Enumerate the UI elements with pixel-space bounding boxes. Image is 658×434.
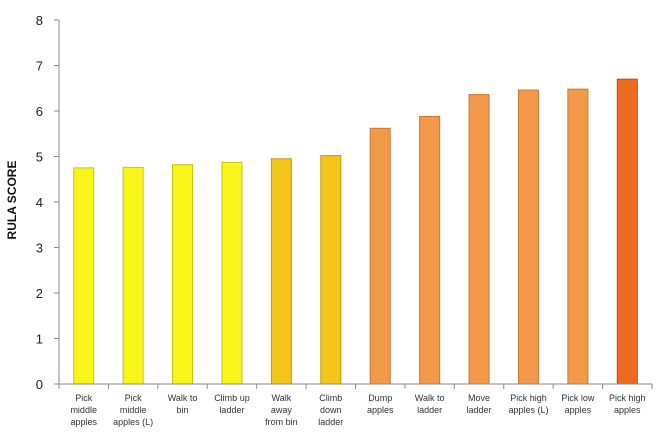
x-tick-label-line: from bin bbox=[265, 417, 298, 427]
x-tick-label-line: middle bbox=[120, 405, 147, 415]
bar bbox=[122, 166, 144, 385]
x-tick-label-line: middle bbox=[70, 405, 97, 415]
x-tick-label: Walk to ladder bbox=[415, 393, 445, 415]
x-tick-label-line: Pick low bbox=[561, 393, 595, 403]
x-tick-label-line: Walk bbox=[272, 393, 292, 403]
x-tick-label-line: apples bbox=[565, 405, 592, 415]
x-tick-label: Walk to bin bbox=[168, 393, 198, 415]
bar bbox=[567, 88, 589, 385]
y-tick-label: 5 bbox=[36, 150, 43, 165]
bar bbox=[270, 158, 292, 385]
y-tick-label: 8 bbox=[36, 13, 43, 28]
x-tick-label-line: ladder bbox=[318, 417, 343, 427]
x-tick-label-line: apples (L) bbox=[508, 405, 548, 415]
x-tick-label-line: ladder bbox=[219, 405, 244, 415]
x-tick-label-line: away bbox=[271, 405, 293, 415]
y-tick-label: 4 bbox=[36, 195, 43, 210]
x-tick-label-line: Pick high bbox=[510, 393, 547, 403]
bars bbox=[73, 78, 638, 385]
x-tick-label-line: apples bbox=[70, 417, 97, 427]
bar bbox=[172, 164, 194, 385]
y-tick-label: 3 bbox=[36, 241, 43, 256]
x-tick-label-line: Walk to bbox=[168, 393, 198, 403]
bar bbox=[468, 94, 490, 385]
y-tick-label: 0 bbox=[36, 377, 43, 392]
x-axis: Pick middle apples Pick middle apples (L) Walk… bbox=[58, 383, 653, 427]
x-tick-label-line: ladder bbox=[417, 405, 442, 415]
bar bbox=[419, 115, 441, 385]
x-tick-label: Pick high apples bbox=[609, 393, 646, 415]
bar bbox=[517, 89, 539, 385]
y-tick-label: 7 bbox=[36, 59, 43, 74]
x-tick-label-line: down bbox=[320, 405, 342, 415]
y-axis: 0 1 2 3 4 5 6 7 8 bbox=[36, 13, 60, 392]
x-tick-label: Pick middle apples (L) bbox=[113, 393, 153, 427]
y-tick-label: 2 bbox=[36, 286, 43, 301]
x-tick-label-line: Walk to bbox=[415, 393, 445, 403]
x-tick-label-line: Pick high bbox=[609, 393, 646, 403]
x-tick-label: Pick middle apples bbox=[70, 393, 97, 427]
x-tick-label: Pick low apples bbox=[561, 393, 595, 415]
bar bbox=[221, 161, 243, 385]
x-tick-label-line: Climb up bbox=[214, 393, 250, 403]
x-tick-label: Climb down ladder bbox=[318, 393, 343, 427]
x-tick-label-line: apples (L) bbox=[113, 417, 153, 427]
x-tick-label-line: apples bbox=[367, 405, 394, 415]
bar bbox=[320, 155, 342, 385]
y-tick-label: 6 bbox=[36, 104, 43, 119]
x-tick-label: Climb up ladder bbox=[214, 393, 250, 415]
y-axis-title: RULA SCORE bbox=[5, 161, 19, 240]
x-tick-label-line: Dump bbox=[368, 393, 392, 403]
bar bbox=[616, 78, 638, 385]
x-tick-label-line: ladder bbox=[467, 405, 492, 415]
bar bbox=[73, 167, 95, 385]
x-tick-label-line: Move bbox=[468, 393, 490, 403]
x-tick-label-line: Climb bbox=[319, 393, 342, 403]
x-tick-label: Move ladder bbox=[467, 393, 492, 415]
x-tick-label-line: Pick bbox=[75, 393, 93, 403]
x-tick-label-line: Pick bbox=[125, 393, 143, 403]
x-tick-label-line: bin bbox=[177, 405, 189, 415]
y-tick-label: 1 bbox=[36, 332, 43, 347]
bar bbox=[369, 127, 391, 385]
x-tick-label-line: apples bbox=[614, 405, 641, 415]
x-tick-label: Pick high apples (L) bbox=[508, 393, 548, 415]
x-tick-label: Dump apples bbox=[367, 393, 394, 415]
x-tick-label: Walk away from bin bbox=[265, 393, 298, 427]
